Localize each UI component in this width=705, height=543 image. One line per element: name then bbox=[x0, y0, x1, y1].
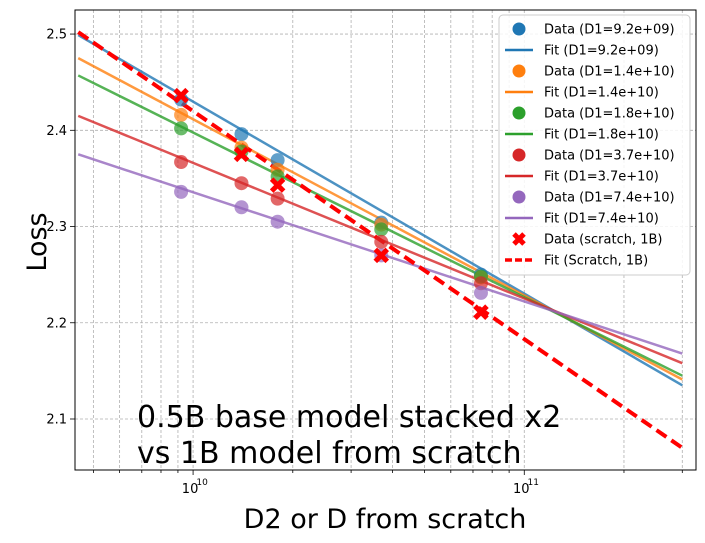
data-point-series-5 bbox=[173, 87, 189, 104]
data-point-series-3 bbox=[473, 276, 488, 291]
annotation-line-1: 0.5B base model stacked x2 bbox=[137, 400, 561, 435]
legend-marker-series-2 bbox=[512, 106, 526, 120]
legend-marker-series-5 bbox=[512, 232, 526, 246]
data-point-series-3 bbox=[174, 155, 189, 170]
data-point-series-3 bbox=[234, 176, 249, 191]
annotation-line-2: vs 1B model from scratch bbox=[137, 436, 522, 471]
data-point-series-0 bbox=[270, 153, 285, 168]
legend-label: Fit (D1=3.7e+10) bbox=[544, 170, 659, 185]
data-point-series-5 bbox=[473, 304, 489, 320]
legend-label: Fit (D1=7.4e+10) bbox=[544, 212, 659, 227]
data-point-series-4 bbox=[174, 184, 189, 199]
legend-label: Fit (D1=9.2e+09) bbox=[544, 44, 659, 59]
legend-label: Data (D1=1.4e+10) bbox=[544, 65, 675, 80]
data-point-series-4 bbox=[234, 200, 249, 215]
y-tick-label: 2.2 bbox=[46, 316, 67, 331]
data-point-series-5 bbox=[373, 247, 390, 264]
data-point-series-2 bbox=[374, 222, 389, 237]
legend-marker-series-1 bbox=[512, 64, 526, 78]
axes-frame bbox=[74, 9, 697, 471]
y-tick-label: 2.5 bbox=[46, 28, 67, 43]
legend: Data (D1=9.2e+09) Fit (D1=9.2e+09) Data (D… bbox=[498, 14, 691, 276]
data-point-series-1 bbox=[174, 107, 189, 122]
data-point-series-4 bbox=[270, 214, 285, 229]
legend-label: Data (D1=1.8e+10) bbox=[544, 107, 675, 122]
data-point-series-5 bbox=[233, 146, 250, 163]
x-tick-label-exponent: 11 bbox=[528, 478, 539, 488]
data-point-series-0 bbox=[234, 127, 249, 142]
x-tick-label-exponent: 10 bbox=[196, 478, 208, 488]
legend-marker-series-3 bbox=[512, 148, 526, 162]
y-tick-label: 2.1 bbox=[46, 412, 67, 427]
legend-marker-series-4 bbox=[512, 190, 526, 204]
y-tick-label: 2.3 bbox=[46, 220, 67, 235]
legend-label: Data (D1=7.4e+10) bbox=[544, 191, 675, 206]
data-point-series-3 bbox=[374, 234, 389, 249]
x-axis-label: D2 or D from scratch bbox=[244, 504, 527, 535]
legend-label: Fit (D1=1.4e+10) bbox=[544, 86, 659, 101]
legend-label: Data (D1=9.2e+09) bbox=[544, 23, 675, 38]
x-tick-label: 10 bbox=[513, 482, 530, 497]
data-point-series-3 bbox=[270, 191, 285, 206]
legend-label: Data (D1=3.7e+10) bbox=[544, 149, 675, 164]
data-points bbox=[173, 87, 489, 320]
data-point-series-4 bbox=[473, 285, 488, 300]
legend-label: Data (scratch, 1B) bbox=[544, 233, 663, 248]
data-point-series-5 bbox=[269, 177, 286, 193]
y-tick-label: 2.4 bbox=[46, 124, 67, 139]
legend-label: Fit (Scratch, 1B) bbox=[544, 254, 648, 269]
data-point-series-2 bbox=[174, 121, 189, 136]
legend-label: Fit (D1=1.8e+10) bbox=[544, 128, 659, 143]
legend-marker-series-0 bbox=[512, 22, 526, 36]
x-tick-label: 10 bbox=[182, 482, 199, 497]
y-axis-label: Loss bbox=[22, 212, 53, 271]
legend-box bbox=[498, 14, 691, 276]
